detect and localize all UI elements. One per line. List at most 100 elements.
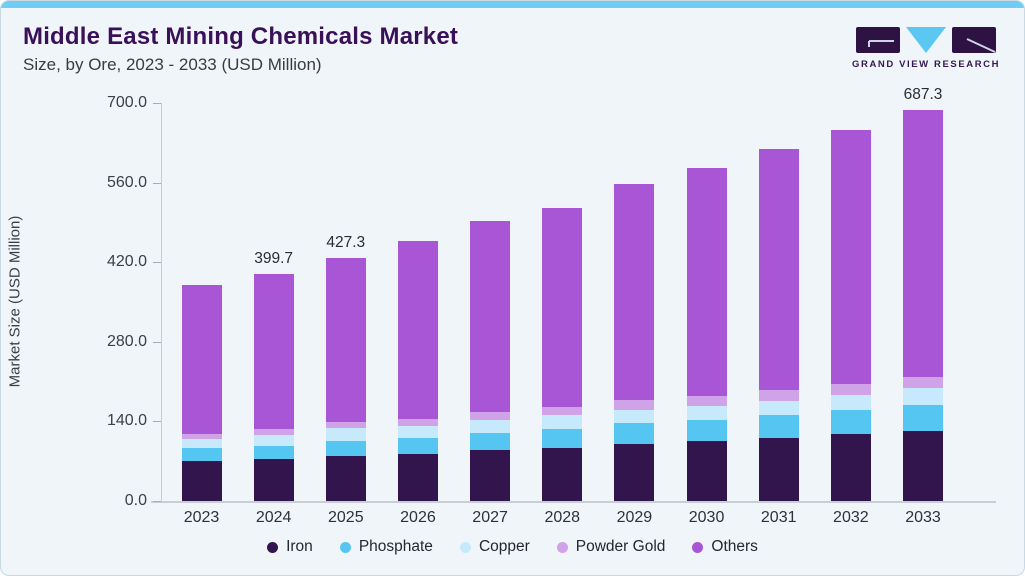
bar-segment-iron-2031 <box>758 437 799 501</box>
bar-segment-powder-gold-2023 <box>181 433 222 439</box>
x-axis-label-2025: 2025 <box>328 509 364 526</box>
y-tick-mark <box>153 341 161 343</box>
bar-segment-others-2023 <box>181 285 222 434</box>
x-axis-label-2031: 2031 <box>760 509 797 526</box>
bar-segment-phosphate-2033 <box>903 405 943 432</box>
bar-segment-iron-2026 <box>397 454 438 501</box>
y-tick-mark <box>153 103 161 104</box>
bar-segment-phosphate-2030 <box>686 419 727 442</box>
bar-segment-phosphate-2027 <box>470 432 511 450</box>
y-tick-mark <box>153 501 161 502</box>
bar-segment-phosphate-2028 <box>542 429 583 449</box>
bar-segment-others-2025 <box>325 258 366 423</box>
y-tick-mark <box>153 421 161 423</box>
y-tick-label: 140.0 <box>106 412 147 430</box>
page-title: Middle East Mining Chemicals Market <box>23 23 459 50</box>
logo-g-block-icon <box>856 27 900 53</box>
bar-segment-copper-2033 <box>903 388 943 406</box>
y-axis-title: Market Size (USD Million) <box>6 215 24 388</box>
bar-segment-phosphate-2024 <box>253 445 294 459</box>
bar-segment-iron-2027 <box>470 449 511 501</box>
legend-dot-phosphate <box>339 541 351 553</box>
x-axis-label-2027: 2027 <box>472 509 508 526</box>
gvr-logo: GRAND VIEW RESEARCH <box>852 27 1000 70</box>
bar-segment-powder-gold-2033 <box>903 377 943 389</box>
legend-item-phosphate: Phosphate <box>339 538 433 556</box>
y-tick-label: 280.0 <box>106 332 147 350</box>
bar-segment-others-2030 <box>686 168 727 396</box>
legend-label: Phosphate <box>358 538 433 555</box>
bar-segment-powder-gold-2024 <box>253 429 294 436</box>
bar-segment-copper-2025 <box>325 428 366 442</box>
bar-segment-others-2028 <box>542 207 583 407</box>
bar-segment-phosphate-2029 <box>614 423 655 445</box>
bar-segment-iron-2028 <box>542 448 583 501</box>
gvr-logo-marks <box>852 27 1000 54</box>
y-tick-mark <box>153 182 161 184</box>
y-tick-label: 700.0 <box>106 94 147 111</box>
bar-value-label-2033: 687.3 <box>903 86 943 104</box>
bar-segment-copper-2031 <box>758 400 799 416</box>
legend-dot-powder-gold <box>556 541 568 553</box>
legend: Iron Phosphate Copper Powder Gold Others <box>1 538 1024 556</box>
bar-segment-copper-2026 <box>397 425 438 438</box>
bar-segment-copper-2030 <box>686 405 727 420</box>
bar-value-label-2024: 399.7 <box>254 249 294 267</box>
legend-dot-others <box>692 541 704 553</box>
accent-topbar <box>1 1 1024 8</box>
legend-dot-copper <box>459 541 471 553</box>
x-axis-label-2030: 2030 <box>688 509 725 526</box>
y-tick-label: 420.0 <box>106 253 147 271</box>
y-axis-line <box>161 103 162 502</box>
bar-segment-copper-2028 <box>542 415 583 430</box>
bar-segment-iron-2025 <box>325 455 366 501</box>
bar-segment-iron-2029 <box>614 444 655 501</box>
bar-segment-phosphate-2026 <box>397 437 438 455</box>
bar-segment-copper-2024 <box>253 435 294 446</box>
logo-v-triangle-icon <box>906 27 946 53</box>
bar-segment-powder-gold-2032 <box>830 383 871 395</box>
bar-value-label-2025: 427.3 <box>326 234 366 252</box>
x-axis-label-2026: 2026 <box>400 509 436 526</box>
y-tick-label: 560.0 <box>106 173 147 191</box>
page-subtitle: Size, by Ore, 2023 - 2033 (USD Million) <box>23 55 322 74</box>
legend-dot-iron <box>267 541 279 553</box>
bar-segment-copper-2032 <box>830 394 871 411</box>
x-axis-label-2023: 2023 <box>183 509 220 526</box>
bar-segment-powder-gold-2031 <box>758 390 799 401</box>
x-axis-line <box>151 501 996 503</box>
x-axis-label-2032: 2032 <box>833 509 869 526</box>
bar-segment-others-2026 <box>397 241 438 419</box>
bar-segment-copper-2027 <box>470 419 511 433</box>
bar-segment-others-2024 <box>253 273 294 430</box>
bar-segment-powder-gold-2030 <box>686 395 727 406</box>
bar-segment-iron-2023 <box>181 461 222 501</box>
bar-segment-others-2031 <box>758 148 799 391</box>
y-tick-mark <box>153 262 161 264</box>
bar-segment-iron-2030 <box>686 441 727 501</box>
bar-segment-copper-2023 <box>181 438 222 449</box>
bar-segment-phosphate-2023 <box>181 448 222 462</box>
legend-label: Powder Gold <box>575 538 666 555</box>
bar-segment-phosphate-2032 <box>830 410 871 435</box>
bar-segment-phosphate-2025 <box>325 441 366 456</box>
logo-wordmark: GRAND VIEW RESEARCH <box>852 59 1001 70</box>
legend-item-iron: Iron <box>267 538 313 556</box>
legend-item-powder-gold: Powder Gold <box>556 538 666 556</box>
x-axis-label-2028: 2028 <box>544 509 581 526</box>
bar-segment-phosphate-2031 <box>758 415 799 438</box>
bar-segment-others-2032 <box>830 129 871 384</box>
bar-segment-others-2029 <box>614 183 655 400</box>
x-axis-label-2024: 2024 <box>255 509 292 526</box>
legend-label: Iron <box>286 538 313 555</box>
legend-label: Copper <box>478 538 530 555</box>
y-tick-label: 0.0 <box>124 492 147 509</box>
bar-segment-others-2033 <box>903 110 943 378</box>
legend-label: Others <box>711 538 758 555</box>
bar-segment-powder-gold-2026 <box>397 418 438 426</box>
bar-segment-powder-gold-2027 <box>470 412 511 420</box>
legend-item-copper: Copper <box>459 538 530 556</box>
x-axis-label-2033: 2033 <box>905 509 941 526</box>
